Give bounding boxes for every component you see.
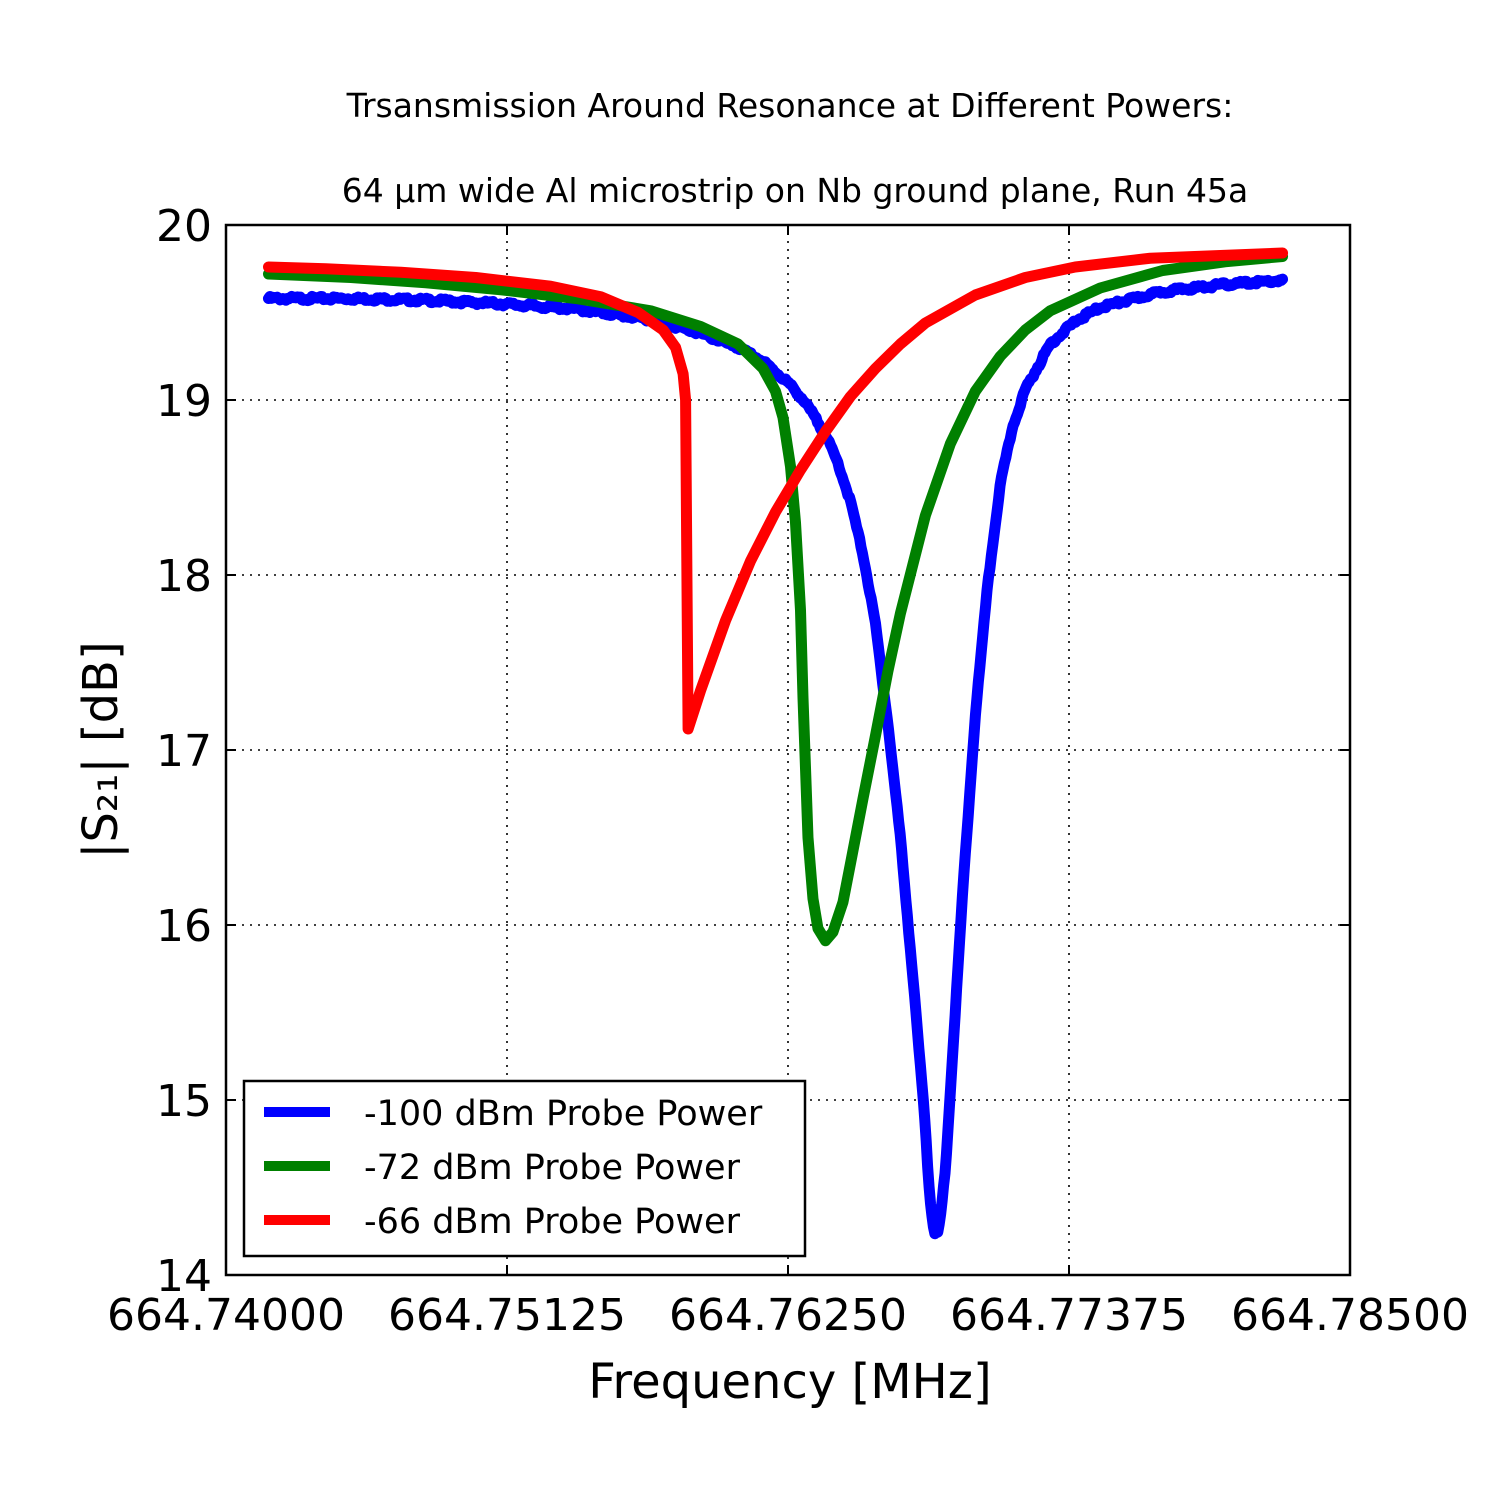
x-tick-label: 664.75125: [388, 1290, 626, 1341]
series-line-1: [262, 251, 1289, 947]
legend-label-66dbm: -66 dBm Probe Power: [364, 1202, 741, 1242]
x-tick-label: 664.77375: [950, 1290, 1188, 1341]
legend-box: [242, 1079, 807, 1258]
legend-label-72dbm: -72 dBm Probe Power: [364, 1148, 741, 1188]
x-axis-label: Frequency [MHz]: [588, 1354, 991, 1410]
series-lines: [262, 247, 1289, 1240]
x-tick-label: 664.76250: [669, 1290, 907, 1341]
y-tick-label: 15: [156, 1076, 212, 1127]
y-tick-label: 19: [156, 376, 212, 427]
y-axis-label: |S₂₁| [dB]: [73, 641, 129, 858]
y-tick-label: 20: [156, 201, 212, 252]
axis-ticks: 664.74000 664.75125 664.76250 664.77375 664.…: [107, 201, 1469, 1341]
x-tick-label: 664.74000: [107, 1290, 345, 1341]
y-tick-label: 14: [156, 1251, 212, 1302]
y-tick-label: 16: [156, 901, 212, 952]
series-line-2: [262, 247, 1289, 735]
series-line-0: [262, 273, 1289, 1240]
x-tick-label: 664.78500: [1231, 1290, 1469, 1341]
y-tick-label: 18: [156, 551, 212, 602]
legend-label-100dbm: -100 dBm Probe Power: [364, 1094, 763, 1134]
y-tick-label: 17: [156, 726, 212, 777]
legend: -100 dBm Probe Power -72 dBm Probe Power…: [242, 1079, 807, 1258]
chart-title: Trsansmission Around Resonance at Differ…: [346, 86, 1234, 125]
chart-subtitle: 64 μm wide Al microstrip on Nb ground pl…: [342, 171, 1249, 210]
